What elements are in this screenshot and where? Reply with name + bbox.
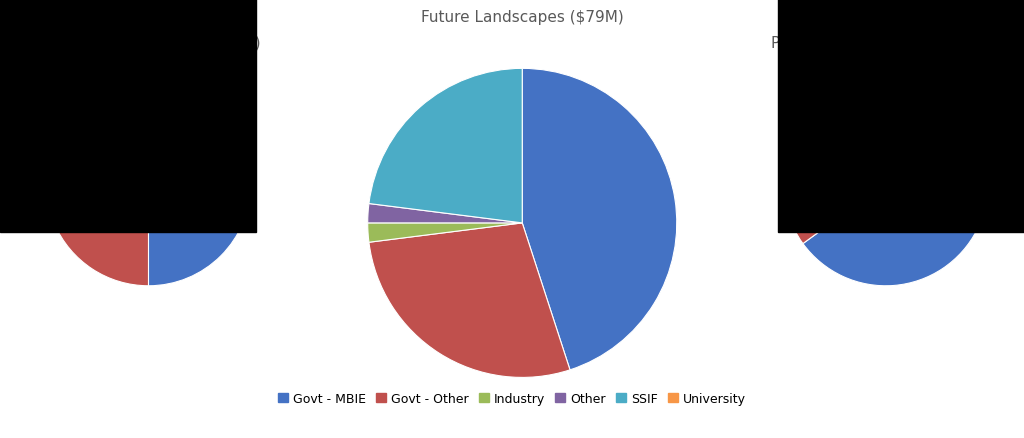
Wedge shape (74, 95, 148, 184)
Wedge shape (784, 82, 886, 184)
Wedge shape (803, 82, 988, 286)
Wedge shape (369, 223, 570, 378)
Wedge shape (368, 223, 522, 243)
Wedge shape (369, 69, 522, 223)
Legend: Govt - MBIE, Govt - Other, Industry, Other, SSIF, University: Govt - MBIE, Govt - Other, Industry, Oth… (273, 387, 751, 410)
Title: Future Landscapes ($79M): Future Landscapes ($79M) (421, 11, 624, 25)
Wedge shape (368, 204, 522, 223)
Title: Incentives for change ($16M): Incentives for change ($16M) (36, 36, 261, 51)
Title: Pathways to Transition ($11M): Pathways to Transition ($11M) (771, 36, 1000, 51)
Wedge shape (46, 114, 148, 286)
Wedge shape (783, 171, 886, 244)
Wedge shape (99, 82, 148, 184)
Wedge shape (522, 69, 677, 370)
Wedge shape (148, 82, 251, 286)
